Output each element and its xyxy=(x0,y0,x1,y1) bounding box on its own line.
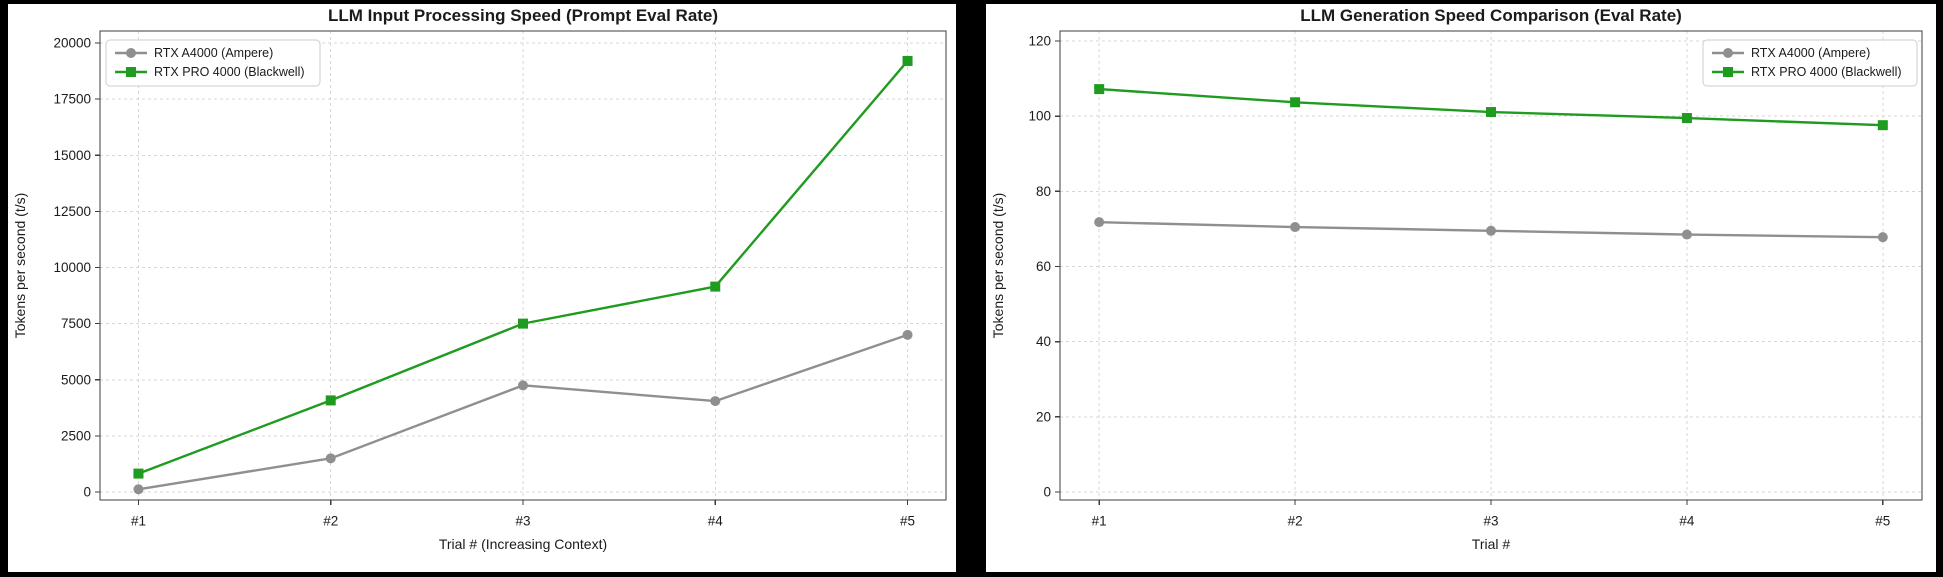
y-axis-label: Tokens per second (t/s) xyxy=(12,193,28,339)
legend-label: RTX PRO 4000 (Blackwell) xyxy=(1751,65,1902,79)
y-tick-label: 40 xyxy=(1036,334,1051,349)
y-tick-label: 10000 xyxy=(53,260,91,275)
data-point-marker xyxy=(518,380,528,391)
y-tick-label: 80 xyxy=(1036,184,1051,199)
prompt-eval-chart: 0 2500 5000 7500 10000 12500 15000 17500 20000 #1… xyxy=(12,6,947,552)
data-point-marker xyxy=(902,329,913,340)
legend-marker-square-icon xyxy=(126,67,136,77)
y-tick-label: 0 xyxy=(83,485,91,500)
y-tick-label: 2500 xyxy=(61,428,91,443)
legend-marker-square-icon xyxy=(1723,67,1733,77)
data-point-marker xyxy=(1877,120,1888,131)
y-tick-label: 20 xyxy=(1036,409,1051,424)
chart-panel-prompt-eval: 0 2500 5000 7500 10000 12500 15000 17500 20000 #1… xyxy=(8,4,956,572)
y-tick-label: 60 xyxy=(1036,259,1051,274)
data-point-marker xyxy=(1486,225,1496,236)
y-tick-label: 15000 xyxy=(53,148,91,163)
data-point-marker xyxy=(325,453,336,464)
chart-title: LLM Generation Speed Comparison (Eval Ra… xyxy=(1300,6,1682,25)
legend-box xyxy=(1702,39,1918,87)
data-point-marker xyxy=(1290,97,1301,108)
data-point-marker xyxy=(1290,222,1301,233)
y-axis-label: Tokens per second (t/s) xyxy=(990,193,1006,339)
data-point-marker xyxy=(325,395,336,406)
chart-title: LLM Input Processing Speed (Prompt Eval … xyxy=(328,6,718,25)
data-point-marker xyxy=(1681,229,1692,240)
x-tick-label: #3 xyxy=(1483,514,1498,529)
data-point-marker xyxy=(902,55,913,66)
data-point-marker xyxy=(1877,232,1888,243)
legend: RTX A4000 (Ampere) RTX PRO 4000 (Blackwel… xyxy=(105,39,321,87)
series-line-0 xyxy=(137,333,909,491)
x-tick-label: #2 xyxy=(323,514,338,529)
x-tick-label: #5 xyxy=(1875,514,1890,529)
y-tick-label: 100 xyxy=(1028,109,1051,124)
legend: RTX A4000 (Ampere) RTX PRO 4000 (Blackwel… xyxy=(1702,39,1918,87)
data-point-marker xyxy=(133,484,144,495)
data-point-marker xyxy=(710,396,721,407)
x-axis-label: Trial # xyxy=(1472,536,1511,552)
x-tick-label: #2 xyxy=(1288,514,1303,529)
y-tick-label: 17500 xyxy=(53,92,91,107)
y-tick-label: 7500 xyxy=(61,316,91,331)
legend-box xyxy=(105,39,321,87)
data-point-marker xyxy=(710,281,721,292)
legend-label: RTX A4000 (Ampere) xyxy=(154,46,273,60)
x-tick-label: #4 xyxy=(708,514,724,529)
y-tick-label: 12500 xyxy=(53,204,91,219)
x-tick-label: #1 xyxy=(131,514,146,529)
data-point-marker xyxy=(1486,107,1496,118)
y-tick-label: 0 xyxy=(1043,485,1051,500)
x-tick-label: #3 xyxy=(515,514,530,529)
y-tick-label: 120 xyxy=(1028,34,1051,49)
data-point-marker xyxy=(1094,84,1105,95)
data-point-marker xyxy=(1094,217,1105,228)
legend-label: RTX PRO 4000 (Blackwell) xyxy=(154,65,305,79)
x-tick-label: #5 xyxy=(900,514,915,529)
legend-label: RTX A4000 (Ampere) xyxy=(1751,46,1870,60)
legend-marker-circle-icon xyxy=(1723,48,1733,58)
y-tick-label: 5000 xyxy=(61,372,91,387)
chart-panel-eval-rate: 0 20 40 60 80 100 120 #1 #2 #3 #4 #5 LLM Generation … xyxy=(986,4,1936,572)
data-point-marker xyxy=(133,468,144,479)
x-tick-label: #4 xyxy=(1679,514,1695,529)
data-point-marker xyxy=(518,318,528,329)
eval-rate-chart: 0 20 40 60 80 100 120 #1 #2 #3 #4 #5 LLM Generation … xyxy=(990,6,1923,552)
legend-marker-circle-icon xyxy=(126,48,136,58)
x-tick-label: #1 xyxy=(1092,514,1107,529)
data-point-marker xyxy=(1681,113,1692,124)
x-axis-label: Trial # (Increasing Context) xyxy=(439,536,607,552)
y-tick-label: 20000 xyxy=(53,36,91,51)
